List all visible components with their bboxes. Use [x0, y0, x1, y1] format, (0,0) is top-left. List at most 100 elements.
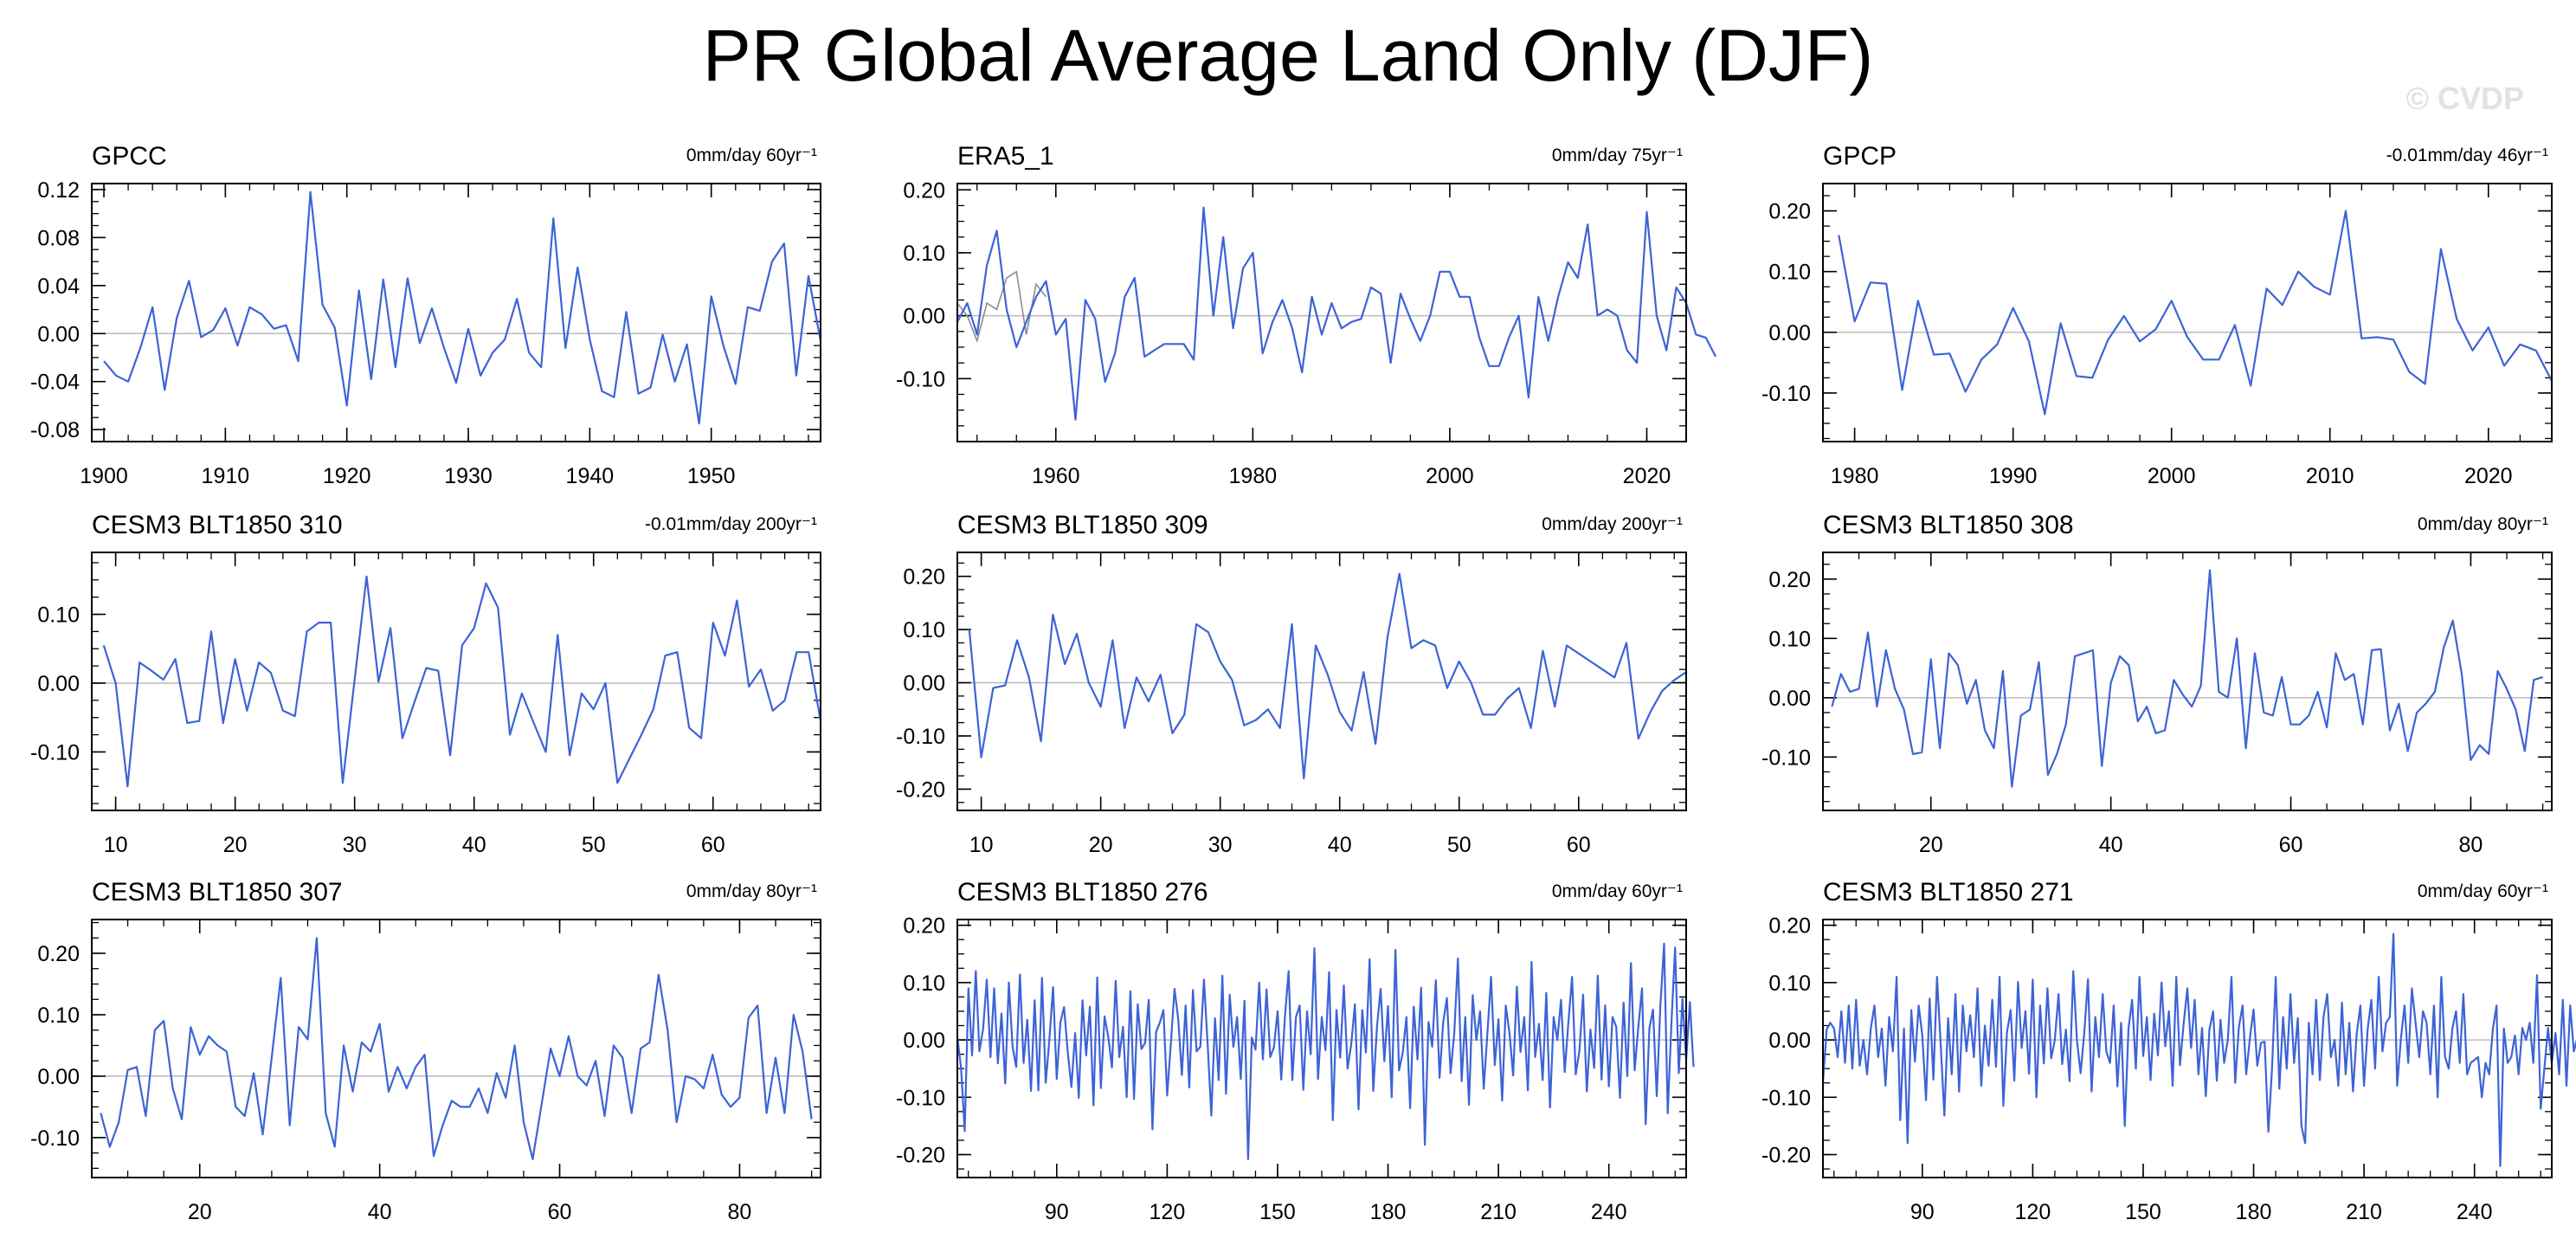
y-tick-label: -0.10 — [1761, 382, 1811, 406]
y-tick-label: 0.10 — [1768, 261, 1811, 285]
x-tick-label: 60 — [701, 833, 725, 857]
x-tick-label: 120 — [2015, 1200, 2051, 1224]
plot-frame — [1822, 183, 2553, 442]
x-tick-label: 180 — [2236, 1200, 2272, 1224]
y-tick-label: -0.20 — [1761, 1144, 1811, 1168]
trend-stat: 0mm/day 80yr⁻¹ — [2418, 514, 2548, 534]
x-tick-label: 1920 — [323, 464, 371, 488]
x-tick-label: 30 — [343, 833, 367, 857]
trend-stat: 0mm/day 60yr⁻¹ — [1552, 881, 1683, 901]
series-line — [956, 942, 1695, 1160]
x-tick-label: 60 — [1567, 833, 1591, 857]
y-tick-label: 0.20 — [37, 942, 80, 966]
x-tick-label: 1990 — [1989, 464, 2038, 488]
x-tick-label: 210 — [1480, 1200, 1517, 1224]
x-tick-label: 150 — [2125, 1200, 2161, 1224]
x-tick-label: 60 — [548, 1200, 572, 1224]
y-tick-label: 0.00 — [1768, 687, 1811, 711]
plot-frame — [91, 919, 821, 1178]
panel-name: CESM3 BLT1850 309 — [957, 511, 1208, 539]
x-tick-label: 1910 — [202, 464, 250, 488]
x-tick-label: 10 — [969, 833, 994, 857]
x-tick-label: 1900 — [80, 464, 128, 488]
x-tick-label: 150 — [1259, 1200, 1296, 1224]
trend-stat: 0mm/day 200yr⁻¹ — [1542, 514, 1683, 534]
x-tick-label: 2020 — [1623, 464, 1671, 488]
x-tick-label: 210 — [2346, 1200, 2382, 1224]
x-tick-label: 1950 — [687, 464, 736, 488]
x-tick-label: 30 — [1208, 833, 1233, 857]
series-line — [968, 572, 1687, 780]
x-tick-label: 80 — [2459, 833, 2483, 857]
y-tick-label: -0.10 — [896, 725, 945, 749]
plot-frame — [91, 183, 821, 442]
trend-stat: 0mm/day 75yr⁻¹ — [1552, 145, 1683, 165]
y-tick-label: 0.04 — [37, 274, 80, 299]
series-line — [100, 937, 813, 1160]
y-tick-label: 0.08 — [37, 226, 80, 250]
y-tick-label: 0.00 — [37, 322, 80, 346]
series-line — [1838, 210, 2553, 416]
y-tick-label: 0.20 — [1768, 200, 1811, 224]
x-tick-label: 50 — [582, 833, 606, 857]
x-tick-label: 2000 — [1426, 464, 1474, 488]
trend-stat: -0.01mm/day 46yr⁻¹ — [2386, 145, 2548, 165]
trend-stat: -0.01mm/day 200yr⁻¹ — [645, 514, 817, 534]
x-tick-label: 40 — [2099, 833, 2123, 857]
trend-stat: 0mm/day 60yr⁻¹ — [2418, 881, 2548, 901]
x-tick-label: 2000 — [2148, 464, 2196, 488]
x-tick-label: 180 — [1370, 1200, 1407, 1224]
panel-gpcp: GPCP -0.01mm/day 46yr⁻¹ 1980 1990 2000 2010 20… — [1761, 142, 2553, 488]
x-tick-label: 1930 — [444, 464, 493, 488]
x-tick-label: 20 — [1919, 833, 1943, 857]
plot-frame — [1822, 552, 2553, 811]
y-tick-label: -0.10 — [896, 1086, 945, 1110]
y-tick-label: -0.10 — [1761, 745, 1811, 770]
panel-cesm3-blt1850-308: CESM3 BLT1850 308 0mm/day 80yr⁻¹ 20 40 60 80 -… — [1761, 511, 2553, 857]
x-tick-label: 60 — [2279, 833, 2303, 857]
panel-name: CESM3 BLT1850 310 — [92, 511, 343, 539]
x-tick-label: 1960 — [1032, 464, 1080, 488]
x-tick-label: 90 — [1910, 1200, 1935, 1224]
panel-name: ERA5_1 — [957, 142, 1054, 171]
panel-cesm3-blt1850-309: CESM3 BLT1850 309 0mm/day 200yr⁻¹ 10 20 30 40… — [896, 511, 1687, 857]
y-tick-label: 0.20 — [903, 914, 945, 939]
y-tick-label: 0.10 — [903, 242, 945, 266]
y-tick-label: 0.00 — [903, 305, 945, 329]
y-tick-label: -0.10 — [1761, 1086, 1811, 1110]
y-tick-label: 0.20 — [903, 178, 945, 203]
y-tick-label: -0.10 — [896, 367, 945, 391]
plot-frame — [956, 183, 1687, 442]
y-tick-label: 0.10 — [1768, 627, 1811, 651]
y-tick-label: 0.10 — [37, 603, 80, 628]
plot-frame — [91, 552, 821, 811]
x-tick-label: 90 — [1045, 1200, 1069, 1224]
y-tick-label: -0.20 — [896, 1144, 945, 1168]
y-tick-label: 0.00 — [903, 1029, 945, 1053]
x-tick-label: 1980 — [1229, 464, 1278, 488]
x-tick-label: 240 — [1591, 1200, 1627, 1224]
panel-gpcc: GPCC 0mm/day 60yr⁻¹ 1900 1910 1920 1930 1940 19… — [30, 142, 822, 488]
y-tick-label: 0.00 — [903, 672, 945, 696]
y-tick-label: -0.20 — [896, 778, 945, 802]
x-tick-label: 20 — [1089, 833, 1113, 857]
series-line — [1831, 569, 2543, 788]
x-tick-label: 1980 — [1831, 464, 1879, 488]
y-tick-label: 0.10 — [903, 971, 945, 996]
y-tick-label: 0.20 — [1768, 914, 1811, 939]
y-tick-label: 0.00 — [37, 672, 80, 696]
x-tick-label: 20 — [188, 1200, 212, 1224]
trend-stat: 0mm/day 60yr⁻¹ — [686, 145, 817, 165]
x-tick-label: 40 — [462, 833, 486, 857]
x-tick-label: 2020 — [2464, 464, 2513, 488]
panel-name: CESM3 BLT1850 308 — [1823, 511, 2074, 539]
x-tick-label: 80 — [728, 1200, 752, 1224]
series-line — [102, 575, 822, 788]
x-tick-label: 50 — [1447, 833, 1472, 857]
y-tick-label: 0.20 — [1768, 568, 1811, 592]
x-tick-label: 40 — [1328, 833, 1352, 857]
panel-cesm3-blt1850-307: CESM3 BLT1850 307 0mm/day 80yr⁻¹ 20 40 60 80 -… — [30, 878, 821, 1224]
y-tick-label: 0.00 — [1768, 321, 1811, 345]
plot-frame — [956, 552, 1687, 811]
